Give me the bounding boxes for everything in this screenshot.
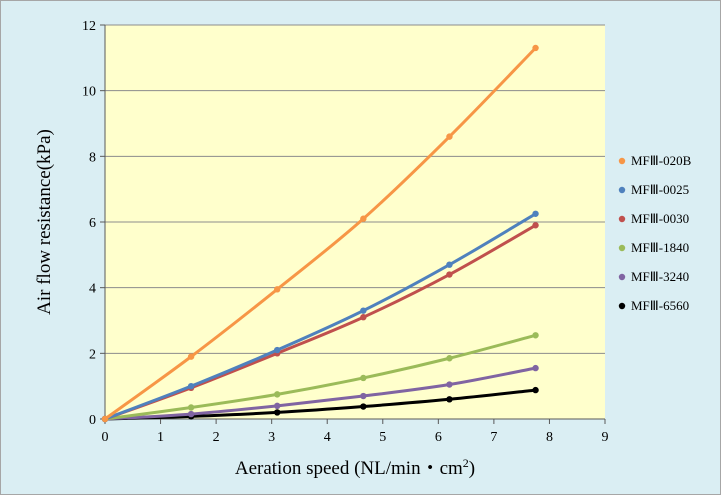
data-point (187, 404, 195, 411)
x-tick-label: 8 (546, 430, 553, 445)
y-tick-label: 10 (82, 85, 96, 100)
x-axis-title-superscript: 2 (463, 456, 469, 470)
data-point (360, 374, 367, 382)
legend-label: MFⅢ-0030 (631, 211, 689, 226)
data-point (187, 353, 195, 360)
legend-label: MFⅢ-0025 (631, 182, 689, 197)
data-point (360, 307, 367, 314)
data-point (532, 386, 539, 394)
legend-label: MFⅢ-020B (631, 153, 692, 168)
series-line (104, 46, 537, 421)
legend-marker (618, 186, 626, 194)
data-point (187, 410, 195, 418)
y-tick-label: 2 (89, 347, 96, 362)
legend-marker (618, 157, 626, 165)
data-point (360, 403, 367, 410)
y-tick-label: 0 (89, 413, 96, 428)
x-tick-labels: 0 1 2 3 4 5 6 7 8 9 (102, 430, 609, 445)
legend-marker (618, 244, 626, 252)
x-tick-label: 1 (157, 430, 164, 445)
x-tick-label: 5 (379, 430, 386, 445)
data-point (446, 396, 453, 403)
y-tick-label: 6 (89, 216, 96, 231)
data-point (446, 381, 453, 388)
legend-label: MFⅢ-6560 (631, 298, 689, 313)
data-point (360, 392, 367, 400)
data-point (532, 332, 539, 339)
series-line (104, 212, 537, 421)
legend: MFⅢ-020B MFⅢ-0025 MFⅢ-0030 MFⅢ-1840 MFⅢ-3240… (618, 153, 692, 313)
x-tick-label: 6 (435, 430, 442, 445)
y-tick-label: 4 (89, 282, 96, 297)
legend-marker (618, 273, 626, 281)
legend-label: MFⅢ-3240 (631, 269, 689, 284)
data-point (532, 210, 539, 217)
data-point (274, 391, 281, 398)
data-point (101, 415, 109, 423)
y-tick-labels: 0 2 4 6 8 10 12 (82, 19, 96, 428)
x-tick-label: 9 (602, 430, 609, 445)
data-point (446, 133, 453, 140)
x-axis-title-main: Aeration speed (NL/min・cm (235, 458, 463, 479)
x-tick-label: 2 (213, 430, 220, 445)
data-point (446, 271, 453, 278)
data-point (274, 286, 281, 293)
y-tick-label: 8 (89, 150, 96, 165)
y-axis-title: Air flow resistance(kPa) (34, 129, 55, 315)
x-tick-label: 7 (490, 430, 497, 445)
series-line (104, 366, 536, 421)
legend-label: MFⅢ-1840 (631, 240, 689, 255)
x-tick-label: 0 (102, 430, 109, 445)
x-tick-label: 4 (324, 430, 331, 445)
data-point (532, 364, 539, 372)
x-axis-title-suffix: ) (469, 458, 475, 479)
data-point (274, 409, 281, 416)
data-point (360, 314, 367, 321)
legend-marker (618, 215, 626, 223)
series-line (104, 333, 536, 421)
y-tick-label: 12 (82, 19, 96, 34)
data-point (274, 402, 281, 410)
data-point (446, 355, 453, 362)
legend-marker (618, 302, 626, 310)
series-line (104, 388, 536, 421)
data-point (360, 215, 367, 222)
data-point (532, 44, 539, 52)
series-layer (101, 44, 539, 423)
data-point (532, 222, 539, 229)
data-point (274, 346, 281, 354)
x-tick-label: 3 (268, 430, 275, 445)
data-point (187, 382, 195, 390)
x-axis-title: Aeration speed (NL/min・cm2) (235, 456, 475, 479)
data-point (446, 261, 453, 268)
